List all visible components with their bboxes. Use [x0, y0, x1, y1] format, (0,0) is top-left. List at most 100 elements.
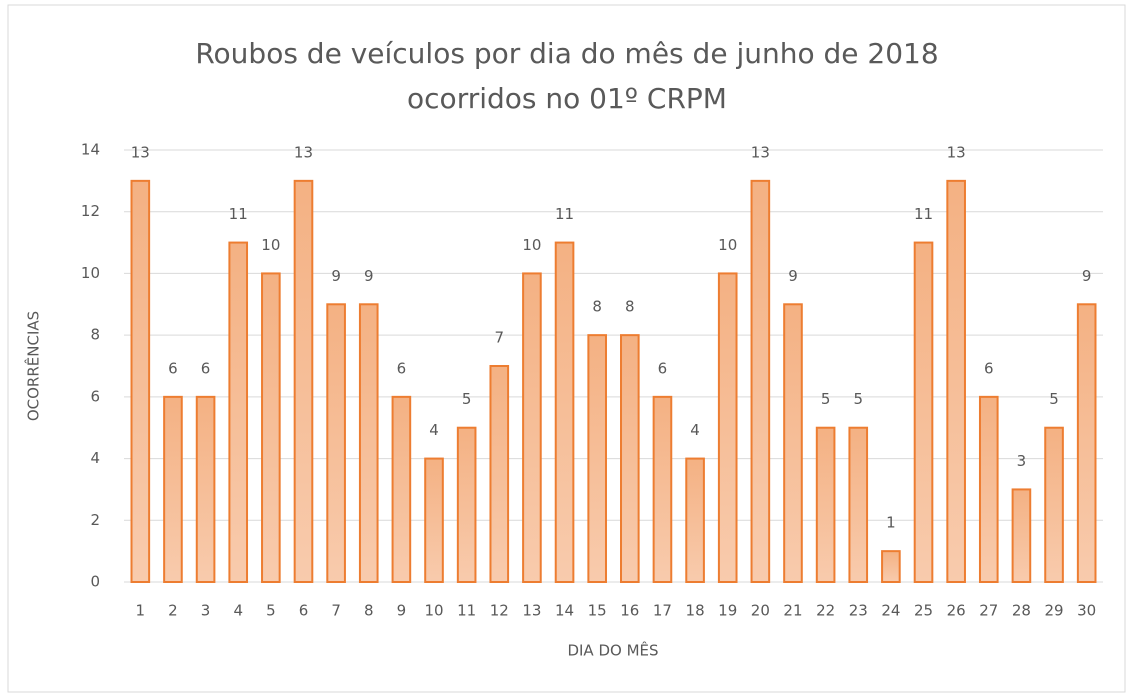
bar [456, 426, 477, 584]
data-label: 1 [886, 514, 896, 532]
bar [848, 426, 869, 584]
x-tick-label: 12 [490, 602, 509, 620]
x-tick-label: 9 [397, 602, 407, 620]
x-tick-label: 24 [881, 602, 900, 620]
x-axis-label: DIA DO MÊS [567, 641, 658, 660]
x-tick-label: 7 [331, 602, 341, 620]
bar [522, 272, 542, 583]
data-label: 5 [821, 390, 831, 408]
data-label: 13 [131, 143, 150, 161]
bar [881, 550, 901, 584]
x-tick-label: 22 [816, 602, 835, 620]
bar [685, 457, 705, 584]
y-tick-label: 12 [81, 202, 100, 220]
x-tick-label: 26 [947, 602, 966, 620]
data-label: 11 [229, 205, 248, 223]
x-tick-label: 23 [849, 602, 868, 620]
y-tick-label: 10 [81, 264, 100, 282]
data-label: 8 [625, 298, 635, 316]
data-label: 7 [495, 329, 505, 347]
y-tick-label: 4 [90, 449, 100, 467]
data-label: 9 [1082, 267, 1092, 285]
data-label: 13 [294, 143, 313, 161]
x-tick-label: 29 [1045, 602, 1064, 620]
x-tick-label: 18 [686, 602, 705, 620]
x-tick-label: 8 [364, 602, 374, 620]
data-label: 5 [462, 390, 472, 408]
bar [163, 395, 183, 583]
bar [293, 179, 314, 583]
y-tick-label: 2 [90, 511, 100, 529]
x-tick-label: 16 [620, 602, 639, 620]
bar [358, 303, 379, 583]
y-axis-label: OCORRÊNCIAS [24, 311, 43, 421]
bar [815, 426, 836, 584]
bar [195, 395, 216, 583]
bar [130, 179, 151, 583]
data-label: 4 [429, 421, 439, 439]
x-tick-label: 14 [555, 602, 574, 620]
x-tick-label: 30 [1077, 602, 1096, 620]
bar [620, 334, 640, 583]
y-tick-label: 8 [90, 326, 100, 344]
bar [717, 272, 738, 583]
x-tick-label: 19 [718, 602, 737, 620]
x-tick-label: 15 [588, 602, 607, 620]
data-label: 11 [555, 205, 574, 223]
x-tick-label: 5 [266, 602, 276, 620]
data-label: 5 [853, 390, 863, 408]
data-label: 13 [751, 143, 770, 161]
y-tick-label: 0 [90, 573, 100, 591]
y-tick-label: 14 [81, 141, 100, 159]
bar [978, 395, 999, 583]
bar [489, 365, 510, 583]
data-label: 9 [331, 267, 341, 285]
data-label: 6 [201, 359, 211, 377]
data-label: 8 [592, 298, 602, 316]
data-label: 10 [522, 236, 541, 254]
data-label: 6 [397, 359, 407, 377]
data-label: 6 [984, 359, 994, 377]
bar [326, 303, 346, 583]
bar [228, 241, 249, 583]
bar [1044, 426, 1064, 584]
x-tick-label: 28 [1012, 602, 1031, 620]
x-tick-label: 20 [751, 602, 770, 620]
x-tick-label: 21 [783, 602, 802, 620]
x-tick-label: 11 [457, 602, 476, 620]
x-tick-label: 1 [136, 602, 146, 620]
chart-title: ocorridos no 01º CRPM [407, 82, 727, 115]
bar [913, 241, 934, 583]
x-tick-label: 25 [914, 602, 933, 620]
x-tick-label: 3 [201, 602, 211, 620]
bar [391, 395, 412, 583]
bar [554, 241, 575, 583]
data-label: 11 [914, 205, 933, 223]
bar [1076, 303, 1097, 583]
x-tick-label: 6 [299, 602, 309, 620]
bar [750, 179, 771, 583]
data-label: 9 [788, 267, 798, 285]
x-tick-label: 10 [424, 602, 443, 620]
y-tick-label: 6 [90, 387, 100, 405]
data-label: 6 [168, 359, 178, 377]
data-label: 5 [1049, 390, 1059, 408]
x-tick-label: 4 [233, 602, 243, 620]
data-label: 4 [690, 421, 700, 439]
x-tick-label: 17 [653, 602, 672, 620]
x-tick-label: 2 [168, 602, 178, 620]
bar [587, 334, 607, 583]
data-label: 6 [658, 359, 668, 377]
x-tick-label: 27 [979, 602, 998, 620]
bar [261, 272, 281, 583]
bar [946, 179, 966, 583]
x-tick-label: 13 [522, 602, 541, 620]
bar [1011, 488, 1032, 583]
data-label: 10 [261, 236, 280, 254]
data-label: 9 [364, 267, 374, 285]
data-label: 10 [718, 236, 737, 254]
chart-title: Roubos de veículos por dia do mês de jun… [195, 37, 938, 70]
bar [783, 303, 803, 583]
data-label: 3 [1017, 452, 1027, 470]
